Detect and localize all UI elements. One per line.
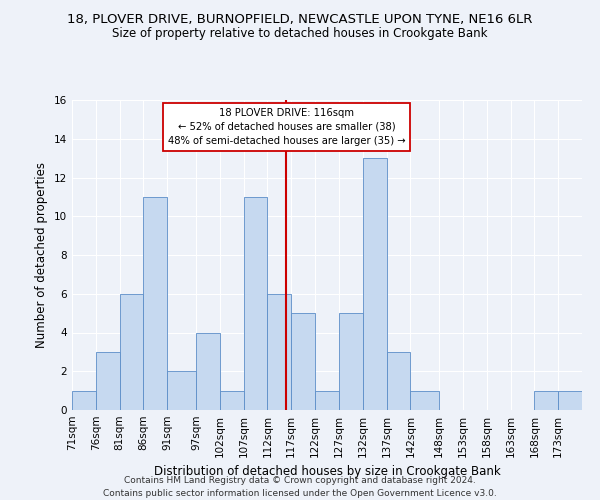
Bar [196,332,220,410]
Bar [339,313,363,410]
Bar [244,197,268,410]
Bar [220,390,244,410]
Bar [119,294,143,410]
Bar [291,313,315,410]
Bar [167,371,196,410]
Text: 18 PLOVER DRIVE: 116sqm
← 52% of detached houses are smaller (38)
48% of semi-de: 18 PLOVER DRIVE: 116sqm ← 52% of detache… [167,108,405,146]
Bar [268,294,291,410]
Bar [410,390,439,410]
Bar [386,352,410,410]
Bar [96,352,119,410]
X-axis label: Distribution of detached houses by size in Crookgate Bank: Distribution of detached houses by size … [154,466,500,478]
Bar [363,158,386,410]
Text: Contains HM Land Registry data © Crown copyright and database right 2024.
Contai: Contains HM Land Registry data © Crown c… [103,476,497,498]
Bar [535,390,558,410]
Bar [72,390,96,410]
Text: Size of property relative to detached houses in Crookgate Bank: Size of property relative to detached ho… [112,28,488,40]
Text: 18, PLOVER DRIVE, BURNOPFIELD, NEWCASTLE UPON TYNE, NE16 6LR: 18, PLOVER DRIVE, BURNOPFIELD, NEWCASTLE… [67,12,533,26]
Bar [143,197,167,410]
Y-axis label: Number of detached properties: Number of detached properties [35,162,49,348]
Bar [558,390,582,410]
Bar [315,390,339,410]
